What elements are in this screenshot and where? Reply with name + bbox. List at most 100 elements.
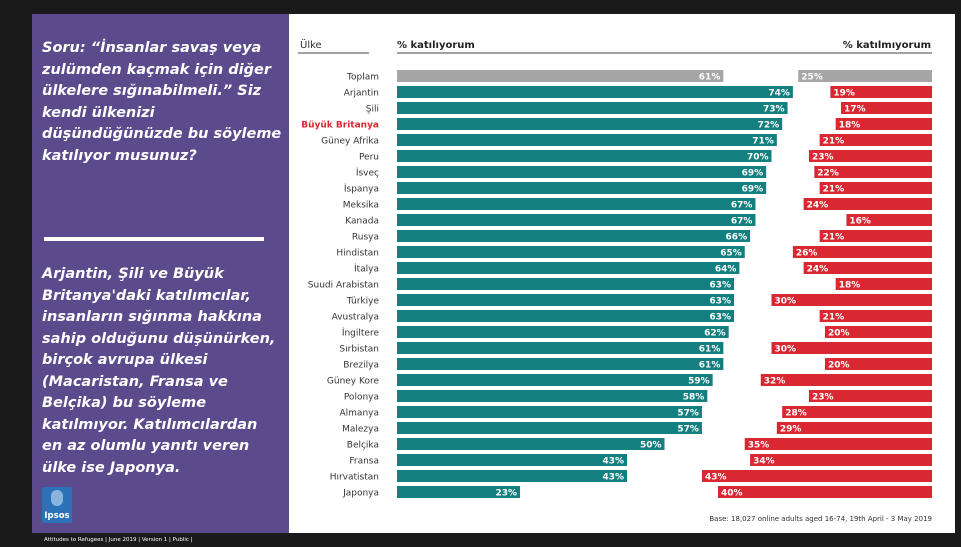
category-label: Peru bbox=[359, 153, 379, 163]
agree-value-label: 64% bbox=[715, 265, 737, 275]
category-label: Toplam bbox=[346, 73, 379, 83]
disagree-bar bbox=[771, 294, 932, 306]
agree-value-label: 50% bbox=[640, 441, 662, 451]
agree-bar bbox=[397, 134, 777, 146]
disagree-bar bbox=[803, 198, 932, 210]
agree-bar bbox=[397, 470, 628, 482]
agree-bar bbox=[397, 150, 772, 162]
category-label: Hırvatistan bbox=[330, 473, 379, 483]
disagree-bar bbox=[798, 70, 932, 82]
disagree-bar bbox=[835, 278, 932, 290]
category-label: Sırbistan bbox=[339, 345, 379, 355]
disagree-bar bbox=[744, 438, 932, 450]
category-label: Rusya bbox=[352, 233, 379, 243]
disagree-value-label: 26% bbox=[796, 249, 818, 259]
agree-bar bbox=[397, 422, 702, 434]
base-note: Base: 18,027 online adults aged 16-74, 1… bbox=[709, 515, 932, 523]
disagree-value-label: 23% bbox=[812, 153, 834, 163]
agree-value-label: 69% bbox=[742, 185, 764, 195]
disagree-bar bbox=[760, 374, 932, 386]
disagree-value-label: 17% bbox=[844, 105, 866, 115]
disagree-bar bbox=[830, 86, 932, 98]
disagree-value-label: 29% bbox=[780, 425, 802, 435]
disagree-value-label: 30% bbox=[775, 297, 797, 307]
agree-value-label: 67% bbox=[731, 217, 753, 227]
disagree-bar bbox=[750, 454, 932, 466]
disagree-bar bbox=[825, 326, 932, 338]
disagree-bar bbox=[782, 406, 932, 418]
agree-value-label: 61% bbox=[699, 361, 721, 371]
agree-bar bbox=[397, 70, 724, 82]
agree-bar bbox=[397, 310, 735, 322]
footer-text: Attitudes to Refugees | June 2019 | Vers… bbox=[44, 537, 193, 543]
disagree-bar bbox=[819, 182, 932, 194]
logo-text: Ipsos bbox=[44, 511, 70, 521]
agree-bar bbox=[397, 102, 788, 114]
agree-value-label: 70% bbox=[747, 153, 769, 163]
agree-value-label: 61% bbox=[699, 345, 721, 355]
category-label: Polonya bbox=[344, 393, 379, 403]
disagree-bar bbox=[776, 422, 932, 434]
agree-value-label: 63% bbox=[710, 297, 732, 307]
disagree-value-label: 25% bbox=[801, 73, 823, 83]
agree-bar bbox=[397, 454, 628, 466]
agree-value-label: 71% bbox=[752, 137, 774, 147]
disagree-value-label: 34% bbox=[753, 457, 775, 467]
agree-bar bbox=[397, 390, 708, 402]
category-label: İngiltere bbox=[342, 328, 380, 339]
disagree-value-label: 32% bbox=[764, 377, 786, 387]
disagree-value-label: 24% bbox=[807, 265, 829, 275]
agree-bar bbox=[397, 486, 521, 498]
agree-bar bbox=[397, 342, 724, 354]
agree-bar bbox=[397, 326, 729, 338]
disagree-value-label: 28% bbox=[785, 409, 807, 419]
disagree-value-label: 40% bbox=[721, 489, 743, 499]
category-label: Şili bbox=[366, 105, 379, 115]
disagree-bar bbox=[841, 102, 932, 114]
category-label: Kanada bbox=[345, 217, 379, 227]
agree-bar bbox=[397, 358, 724, 370]
agree-value-label: 43% bbox=[603, 457, 625, 467]
category-label: Malezya bbox=[342, 425, 379, 435]
disagree-value-label: 21% bbox=[823, 233, 845, 243]
category-label: Hindistan bbox=[336, 249, 379, 259]
category-label: Türkiye bbox=[346, 297, 380, 307]
logo-mark-icon bbox=[51, 490, 63, 506]
disagree-value-label: 35% bbox=[748, 441, 770, 451]
disagree-value-label: 18% bbox=[839, 121, 861, 131]
agree-bar bbox=[397, 294, 735, 306]
question-panel: Soru: “İnsanlar savaş veya zulümden kaçm… bbox=[32, 14, 289, 533]
agree-value-label: 23% bbox=[496, 489, 518, 499]
disagree-bar bbox=[846, 214, 932, 226]
agree-value-label: 74% bbox=[768, 89, 790, 99]
disagree-value-label: 30% bbox=[775, 345, 797, 355]
category-label: Almanya bbox=[340, 409, 380, 419]
bars-group: Toplam 61% 25% Arjantin 74% 19% Şili 73% 17% Büyü… bbox=[301, 70, 932, 499]
disagree-value-label: 21% bbox=[823, 185, 845, 195]
category-label: İspanya bbox=[344, 184, 379, 195]
agree-value-label: 58% bbox=[683, 393, 705, 403]
category-label: Arjantin bbox=[344, 89, 379, 99]
category-label: Güney Afrika bbox=[321, 137, 379, 147]
header-disagree: % katılmıyorum bbox=[843, 40, 931, 51]
agree-bar bbox=[397, 198, 756, 210]
agree-value-label: 59% bbox=[688, 377, 710, 387]
disagree-value-label: 21% bbox=[823, 313, 845, 323]
category-label: İtalya bbox=[354, 264, 379, 275]
agree-value-label: 66% bbox=[726, 233, 748, 243]
category-label: Japonya bbox=[342, 489, 379, 499]
disagree-value-label: 21% bbox=[823, 137, 845, 147]
disagree-bar bbox=[808, 150, 932, 162]
disagree-bar bbox=[819, 310, 932, 322]
category-label: Suudi Arabistan bbox=[308, 281, 379, 291]
agree-bar bbox=[397, 166, 767, 178]
category-label: Fransa bbox=[349, 457, 379, 467]
disagree-bar bbox=[819, 230, 932, 242]
agree-bar bbox=[397, 214, 756, 226]
chart-panel: Ülke % katılıyorum % katılmıyorum Toplam… bbox=[289, 14, 955, 533]
summary-text: Arjantin, Şili ve Büyük Britanya'daki ka… bbox=[42, 266, 276, 476]
disagree-bar bbox=[803, 262, 932, 274]
disagree-value-label: 18% bbox=[839, 281, 861, 291]
agree-value-label: 61% bbox=[699, 73, 721, 83]
agree-value-label: 43% bbox=[603, 473, 625, 483]
